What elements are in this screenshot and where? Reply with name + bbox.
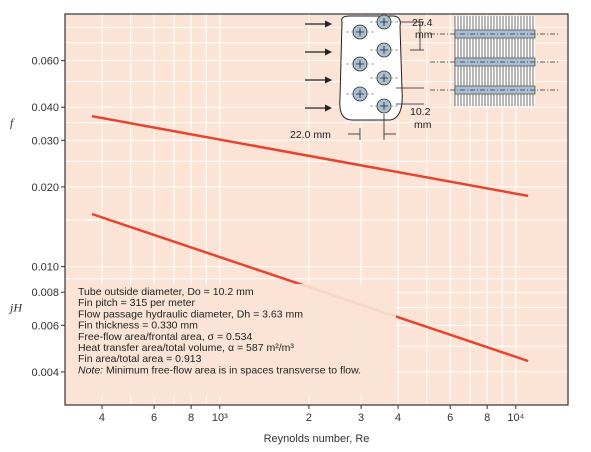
dim-label-transverse-pitch: 25.4	[412, 17, 433, 29]
series-axis-label: jH	[8, 301, 23, 315]
note-line: Fin area/total area = 0.913	[78, 353, 202, 365]
x-tick-label: 8	[484, 412, 490, 424]
note-line: Free-flow area/frontal area, σ = 0.534	[78, 331, 252, 343]
y-tick-label: 0.006	[31, 320, 59, 332]
dim-label-longitudinal-pitch: 22.0 mm	[290, 129, 331, 141]
note-line: Heat transfer area/total volume, α = 587…	[78, 342, 294, 354]
y-tick-label: 0.040	[31, 102, 59, 114]
y-tick-label: 0.004	[31, 367, 59, 379]
note-line: Tube outside diameter, Do = 10.2 mm	[78, 286, 254, 298]
note-line: Fin pitch = 315 per meter	[78, 297, 196, 309]
y-tick-labels: 0.060 0.040 0.030 0.020 0.010 0.008 0.006 0.004	[31, 56, 65, 379]
dim-label-tube-diameter-unit: mm	[414, 119, 432, 131]
flow-arrow-head	[325, 48, 332, 56]
flow-arrow-head	[325, 76, 332, 84]
x-tick-label: 8	[188, 412, 194, 424]
flow-arrow-head	[325, 104, 332, 112]
dim-label-transverse-unit: mm	[415, 29, 433, 41]
y-tick-label: 0.010	[31, 262, 59, 274]
y-tick-label: 0.060	[31, 56, 59, 68]
axis-labels: Reynolds number, Re f jH	[8, 116, 369, 445]
x-tick-label: 4	[99, 412, 105, 424]
x-tick-label: 4	[395, 412, 401, 424]
y-tick-label: 0.020	[31, 182, 59, 194]
y-tick-label: 0.030	[31, 135, 59, 147]
x-tick-labels: 4 6 8 10³ 2 3 4 6 8 10⁴	[99, 405, 525, 424]
x-tick-label: 6	[151, 412, 157, 424]
plot-frame	[64, 13, 569, 406]
x-tick-label: 6	[447, 412, 453, 424]
dim-label-tube-diameter: 10.2	[410, 106, 431, 118]
notes-background	[66, 284, 396, 396]
note-prefix: Note:	[78, 364, 103, 376]
x-tick-label: 2	[306, 412, 312, 424]
y-tick-label: 0.008	[31, 287, 59, 299]
x-axis-label: Reynolds number, Re	[264, 433, 370, 445]
x-tick-label: 10³	[212, 412, 228, 424]
plot-border	[64, 13, 569, 406]
note-line: Flow passage hydraulic diameter, Dh = 3.…	[78, 308, 303, 320]
note-text: Minimum free-flow area is in spaces tran…	[103, 364, 361, 376]
x-tick-label: 10⁴	[507, 412, 524, 424]
series-line-f	[91, 114, 529, 198]
tube-bank-outline	[339, 15, 403, 121]
x-tick-label: 3	[358, 412, 364, 424]
series-axis-label: f	[10, 116, 15, 130]
flow-arrow-head	[325, 20, 332, 28]
note-line: Fin thickness = 0.330 mm	[78, 320, 198, 332]
note-line: Note: Minimum free-flow area is in space…	[78, 364, 361, 376]
